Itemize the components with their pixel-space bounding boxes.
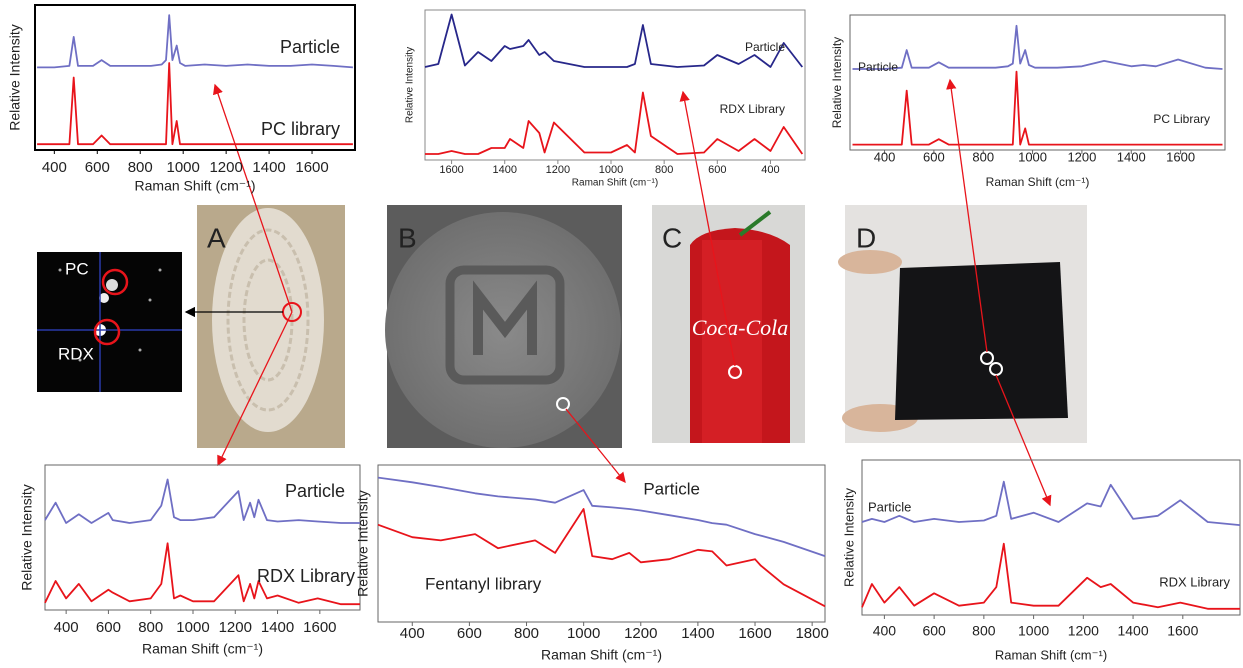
plot-frame [850, 15, 1225, 150]
series-label: Particle [745, 40, 785, 54]
x-tick-label: 1200 [1068, 623, 1099, 639]
x-tick-label: 400 [874, 149, 896, 164]
x-axis-label: Raman Shift (cm⁻¹) [995, 647, 1107, 662]
inset-label: RDX [58, 344, 94, 363]
series-label: RDX Library [720, 102, 785, 116]
x-tick-label: 600 [457, 625, 482, 642]
panel-label: C [662, 222, 682, 253]
x-tick-label: 800 [972, 623, 996, 639]
inset-image [37, 252, 182, 392]
series-label: PC library [261, 119, 340, 139]
x-axis-label: Raman Shift (cm⁻¹) [541, 647, 662, 663]
y-axis-label: Relative Intensity [355, 490, 371, 597]
series-label: Particle [643, 479, 700, 498]
spectrum-line [378, 478, 825, 556]
x-tick-label: 800 [128, 159, 153, 176]
x-tick-label: 1000 [176, 619, 209, 636]
x-tick-label: 800 [138, 619, 163, 636]
x-tick-label: 1400 [681, 625, 714, 642]
x-tick-label: 1400 [1117, 149, 1146, 164]
x-tick-label: 1600 [439, 164, 463, 176]
x-tick-label: 1600 [738, 625, 771, 642]
panel-label: A [207, 222, 226, 253]
x-tick-label: 800 [655, 164, 673, 176]
x-tick-label: 1400 [261, 619, 294, 636]
x-tick-label: 600 [96, 619, 121, 636]
x-tick-label: 1600 [303, 619, 336, 636]
x-tick-label: 1800 [795, 625, 828, 642]
x-tick-label: 600 [85, 159, 110, 176]
series-label: RDX Library [1159, 574, 1230, 589]
series-label: Particle [285, 481, 345, 501]
y-axis-label: Relative Intensity [7, 24, 23, 131]
x-tick-label: 1200 [546, 164, 570, 176]
y-axis-label: Relative Intensity [830, 37, 844, 128]
panel-label: D [856, 222, 876, 253]
spectrum-line [862, 482, 1240, 525]
series-label: Particle [858, 60, 898, 74]
x-axis-label: Raman Shift (cm⁻¹) [135, 178, 256, 194]
x-tick-label: 400 [400, 625, 425, 642]
x-tick-label: 1600 [1167, 623, 1198, 639]
x-tick-label: 1200 [219, 619, 252, 636]
spectrum-line [853, 72, 1223, 145]
x-tick-label: 1000 [1018, 149, 1047, 164]
x-tick-label: 800 [972, 149, 994, 164]
inset-label: PC [65, 259, 89, 278]
y-axis-label: Relative Intensity [19, 484, 35, 591]
x-tick-label: 400 [54, 619, 79, 636]
x-tick-label: 600 [708, 164, 726, 176]
can-text: Coca-Cola [692, 315, 789, 340]
spectrum-line [853, 26, 1223, 69]
series-label: Particle [280, 37, 340, 57]
plot-frame [862, 460, 1240, 615]
x-tick-label: 600 [923, 149, 945, 164]
photo-tablet [385, 205, 622, 448]
x-tick-label: 1400 [252, 159, 285, 176]
x-axis-label: Raman Shift (cm⁻¹) [142, 641, 263, 657]
x-axis-label: Raman Shift (cm⁻¹) [986, 175, 1090, 189]
x-tick-label: 1400 [1117, 623, 1148, 639]
x-tick-label: 1600 [295, 159, 328, 176]
plot-frame [425, 10, 805, 160]
panel-label: B [398, 222, 417, 253]
x-tick-label: 1000 [567, 625, 600, 642]
series-label: Particle [868, 499, 911, 514]
series-label: PC Library [1153, 112, 1210, 126]
x-tick-label: 1200 [1067, 149, 1096, 164]
x-tick-label: 1000 [599, 164, 623, 176]
x-tick-label: 1600 [1166, 149, 1195, 164]
x-tick-label: 1000 [1018, 623, 1049, 639]
x-tick-label: 600 [922, 623, 946, 639]
x-tick-label: 400 [761, 164, 779, 176]
x-tick-label: 1200 [624, 625, 657, 642]
series-label: RDX Library [257, 566, 355, 586]
figure: A B Coca-Cola C D PC RDX [0, 0, 1243, 668]
series-label: Fentanyl library [425, 574, 542, 593]
x-axis-label: Raman Shift (cm⁻¹) [572, 178, 658, 189]
y-axis-label: Relative Intensity [841, 488, 856, 587]
x-tick-label: 1000 [167, 159, 200, 176]
x-tick-label: 400 [873, 623, 897, 639]
x-tick-label: 1400 [492, 164, 516, 176]
x-tick-label: 800 [514, 625, 539, 642]
x-tick-label: 400 [42, 159, 67, 176]
x-tick-label: 1200 [209, 159, 242, 176]
y-axis-label: Relative Intensity [405, 47, 416, 123]
